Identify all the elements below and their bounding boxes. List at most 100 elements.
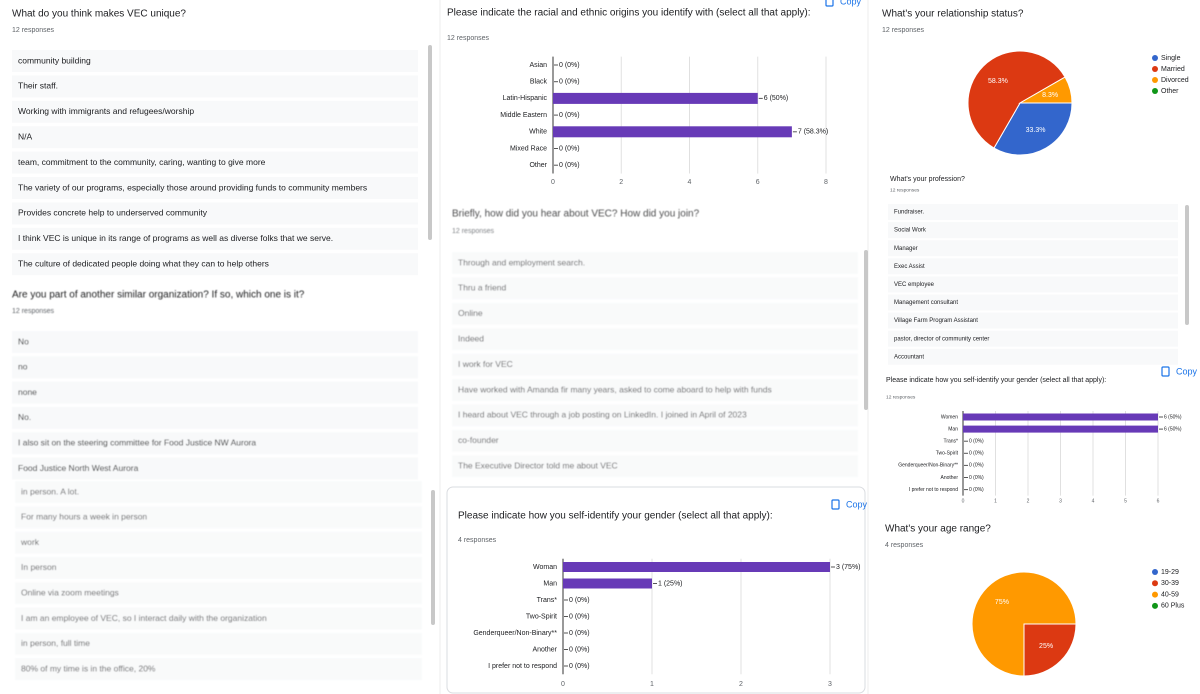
x-tick-label: 0 [962, 498, 965, 504]
category-label: Two-Spirit [936, 451, 959, 457]
category-label: Another [532, 646, 557, 653]
response-row [15, 607, 422, 630]
copy-button[interactable]: Copy [846, 499, 868, 509]
response-text: co-founder [458, 435, 499, 445]
x-tick-label: 3 [1059, 498, 1062, 504]
legend-label: 19-29 [1161, 569, 1179, 576]
response-row [15, 481, 422, 503]
response-row [12, 75, 418, 98]
response-row [12, 331, 418, 353]
response-text: Management consultant [894, 300, 958, 306]
value-label: 0 (0%) [969, 475, 984, 481]
x-tick-label: 2 [739, 681, 743, 688]
response-row [12, 151, 418, 174]
bar [553, 92, 758, 104]
question-title: Are you part of another similar organiza… [12, 290, 305, 301]
question-title: What do you think makes VEC unique? [12, 9, 186, 20]
pie-slice [1023, 623, 1077, 677]
value-label: 0 (0%) [559, 112, 580, 119]
response-row [888, 222, 1178, 239]
x-tick-label: 6 [756, 179, 760, 186]
response-text: Manager [894, 246, 918, 252]
value-label: 0 (0%) [569, 646, 590, 653]
question-title: What's your profession? [890, 176, 965, 183]
value-label: 0 (0%) [569, 663, 590, 670]
response-text: Working with immigrants and refugees/wor… [18, 106, 194, 116]
response-text: Exec Assist [894, 264, 925, 270]
pie-slice [993, 102, 1073, 156]
value-label: 0 (0%) [569, 613, 590, 620]
copy-button[interactable]: Copy [840, 0, 862, 6]
legend-label: 30-39 [1161, 580, 1179, 587]
response-row [452, 328, 858, 351]
response-panel: Are you part of another similar organiza… [12, 290, 418, 480]
response-panel: Briefly, how did you hear about VEC? How… [452, 209, 858, 478]
response-text: Village Farm Program Assistant [894, 318, 978, 324]
category-label: Black [530, 79, 548, 86]
slice-label: 33.3% [1026, 127, 1046, 134]
value-label: 0 (0%) [559, 62, 580, 69]
response-text: work [20, 537, 40, 547]
legend-label: Other [1161, 88, 1179, 95]
response-text: I heard about VEC through a job posting … [458, 410, 747, 420]
response-text: No. [18, 412, 31, 422]
response-row [888, 294, 1178, 311]
response-text: Online [458, 308, 483, 318]
response-text: Their staff. [18, 81, 58, 91]
response-row [452, 429, 858, 452]
legend-swatch [1152, 602, 1158, 609]
response-row [888, 240, 1178, 257]
response-row [12, 50, 418, 72]
x-tick-label: 2 [1027, 498, 1030, 504]
response-count: 12 responses [12, 27, 55, 34]
question-title: Briefly, how did you hear about VEC? How… [452, 209, 700, 220]
response-text: VEC employee [894, 282, 935, 288]
category-label: Trans* [537, 597, 558, 604]
legend-swatch [1152, 569, 1158, 575]
x-tick-label: 0 [551, 179, 555, 186]
response-row [12, 253, 418, 276]
response-count: 12 responses [882, 27, 925, 34]
response-count: 12 responses [890, 187, 920, 193]
category-label: Man [543, 580, 557, 587]
legend-swatch [1152, 66, 1158, 72]
value-label: 6 (50%) [1164, 414, 1182, 420]
response-row [12, 177, 418, 199]
response-row [888, 204, 1178, 220]
legend-label: Divorced [1161, 77, 1189, 84]
legend-label: 60 Plus [1161, 603, 1185, 610]
x-tick-label: 4 [688, 179, 692, 186]
legend-label: Married [1161, 66, 1185, 73]
response-row [12, 432, 418, 455]
response-row [12, 100, 418, 123]
response-row [452, 277, 858, 300]
value-label: 0 (0%) [969, 451, 984, 457]
slice-label: 75% [995, 599, 1009, 606]
copy-button[interactable]: Copy [1176, 366, 1198, 376]
response-text: I also sit on the steering committee for… [18, 437, 256, 447]
response-text: The variety of our programs, especially … [18, 182, 367, 192]
category-label: Other [529, 162, 547, 169]
response-text: team, commitment to the community, carin… [18, 157, 266, 167]
x-tick-label: 3 [828, 681, 832, 688]
bar [563, 578, 652, 589]
slice-label: 58.3% [988, 78, 1008, 85]
bar [963, 425, 1158, 433]
response-row [12, 457, 418, 480]
response-text: No [18, 336, 29, 346]
value-label: 0 (0%) [569, 597, 590, 604]
response-text: Online via zoom meetings [21, 587, 119, 597]
category-label: I prefer not to respond [488, 663, 557, 670]
value-label: 3 (75%) [836, 564, 861, 571]
copy-icon [831, 499, 840, 510]
response-count: 12 responses [447, 35, 490, 42]
bar [553, 126, 792, 138]
value-label: 0 (0%) [969, 487, 984, 493]
response-row [888, 330, 1178, 347]
response-text: none [18, 387, 37, 397]
response-text: Through and employment search. [458, 257, 585, 267]
legend-swatch [1152, 580, 1158, 587]
response-text: Provides concrete help to underserved co… [18, 208, 208, 218]
response-row [12, 381, 418, 404]
